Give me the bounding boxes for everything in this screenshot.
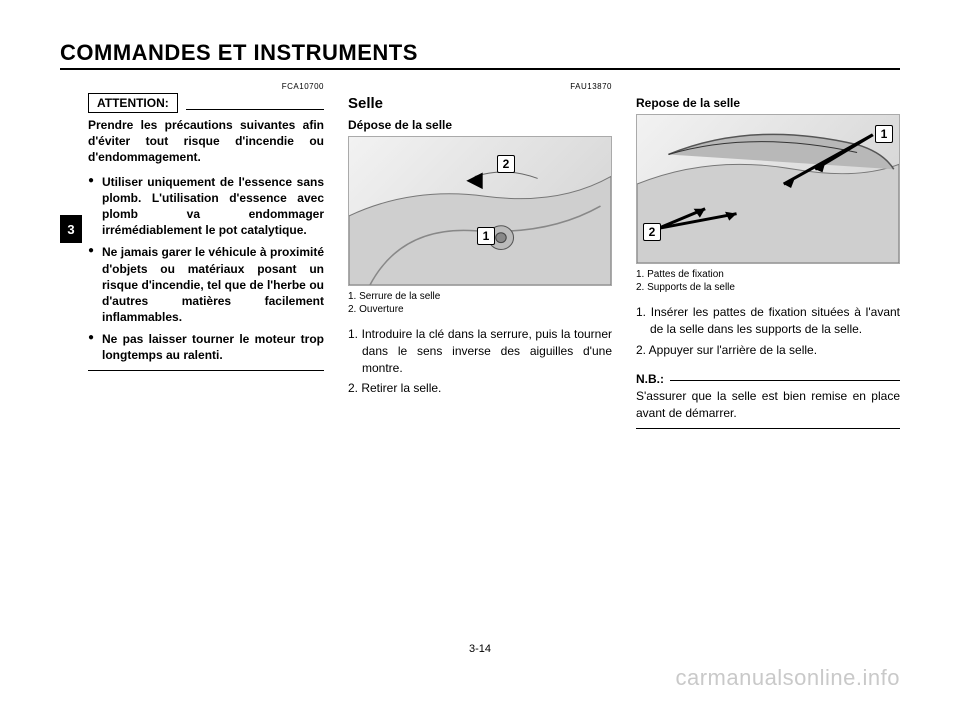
figure-caption: 1. Pattes de fixation 2. Supports de la … (636, 268, 900, 294)
attention-intro: Prendre les précautions suivantes afin d… (88, 117, 324, 166)
section-title: Selle (348, 95, 612, 112)
attention-list: Utiliser uniquement de l'essence sans pl… (88, 174, 324, 364)
arrow-icon: ◀ (467, 167, 482, 192)
figure-illustration (637, 115, 899, 263)
figure-seat-install: 1 2 (636, 114, 900, 264)
attention-header: ATTENTION: (88, 93, 324, 113)
step: 1. Insérer les pattes de fixation située… (636, 304, 900, 338)
figure-seat-remove: 1 2 ◀ (348, 136, 612, 286)
caption-line: 2. Supports de la selle (636, 281, 900, 294)
callout-2: 2 (643, 223, 661, 241)
step: 2. Retirer la selle. (348, 380, 612, 397)
section-tab: 3 (60, 215, 82, 243)
column-3: Repose de la selle 1 (636, 82, 900, 429)
title-rule (60, 68, 900, 70)
callout-2: 2 (497, 155, 515, 173)
callout-1: 1 (875, 125, 893, 143)
column-1: FCA10700 ATTENTION: Prendre les précauti… (60, 82, 324, 429)
steps: 1. Insérer les pattes de fixation située… (636, 304, 900, 362)
note-label: N.B.: (636, 372, 664, 386)
caption-line: 2. Ouverture (348, 303, 612, 316)
subheading: Dépose de la selle (348, 118, 612, 132)
note-text: S'assurer que la selle est bien remise e… (636, 388, 900, 422)
callout-1: 1 (477, 227, 495, 245)
attention-bullet: Utiliser uniquement de l'essence sans pl… (102, 174, 324, 239)
figure-caption: 1. Serrure de la selle 2. Ouverture (348, 290, 612, 316)
attention-end-rule (88, 370, 324, 371)
attention-rule (186, 109, 324, 110)
ref-code: FAU13870 (348, 82, 612, 91)
attention-label: ATTENTION: (88, 93, 178, 113)
columns: FCA10700 ATTENTION: Prendre les précauti… (60, 82, 900, 429)
page-number: 3-14 (0, 643, 960, 655)
step: 2. Appuyer sur l'arrière de la selle. (636, 342, 900, 359)
ref-code: FCA10700 (88, 82, 324, 91)
column-2: FAU13870 Selle Dépose de la selle 1 2 ◀ … (348, 82, 612, 429)
caption-line: 1. Serrure de la selle (348, 290, 612, 303)
note-header: N.B.: (636, 372, 900, 386)
figure-illustration (349, 137, 611, 285)
note-rule (670, 380, 900, 381)
subheading: Repose de la selle (636, 96, 900, 110)
manual-page: COMMANDES ET INSTRUMENTS 3 FCA10700 ATTE… (0, 0, 960, 709)
note-end-rule (636, 428, 900, 429)
watermark: carmanualsonline.info (675, 665, 900, 691)
caption-line: 1. Pattes de fixation (636, 268, 900, 281)
steps: 1. Introduire la clé dans la serrure, pu… (348, 326, 612, 401)
step: 1. Introduire la clé dans la serrure, pu… (348, 326, 612, 376)
column-1-inner: FCA10700 ATTENTION: Prendre les précauti… (60, 82, 324, 371)
attention-bullet: Ne jamais garer le véhicule à proximité … (102, 244, 324, 325)
page-title: COMMANDES ET INSTRUMENTS (60, 40, 900, 66)
attention-bullet: Ne pas laisser tourner le moteur trop lo… (102, 331, 324, 363)
